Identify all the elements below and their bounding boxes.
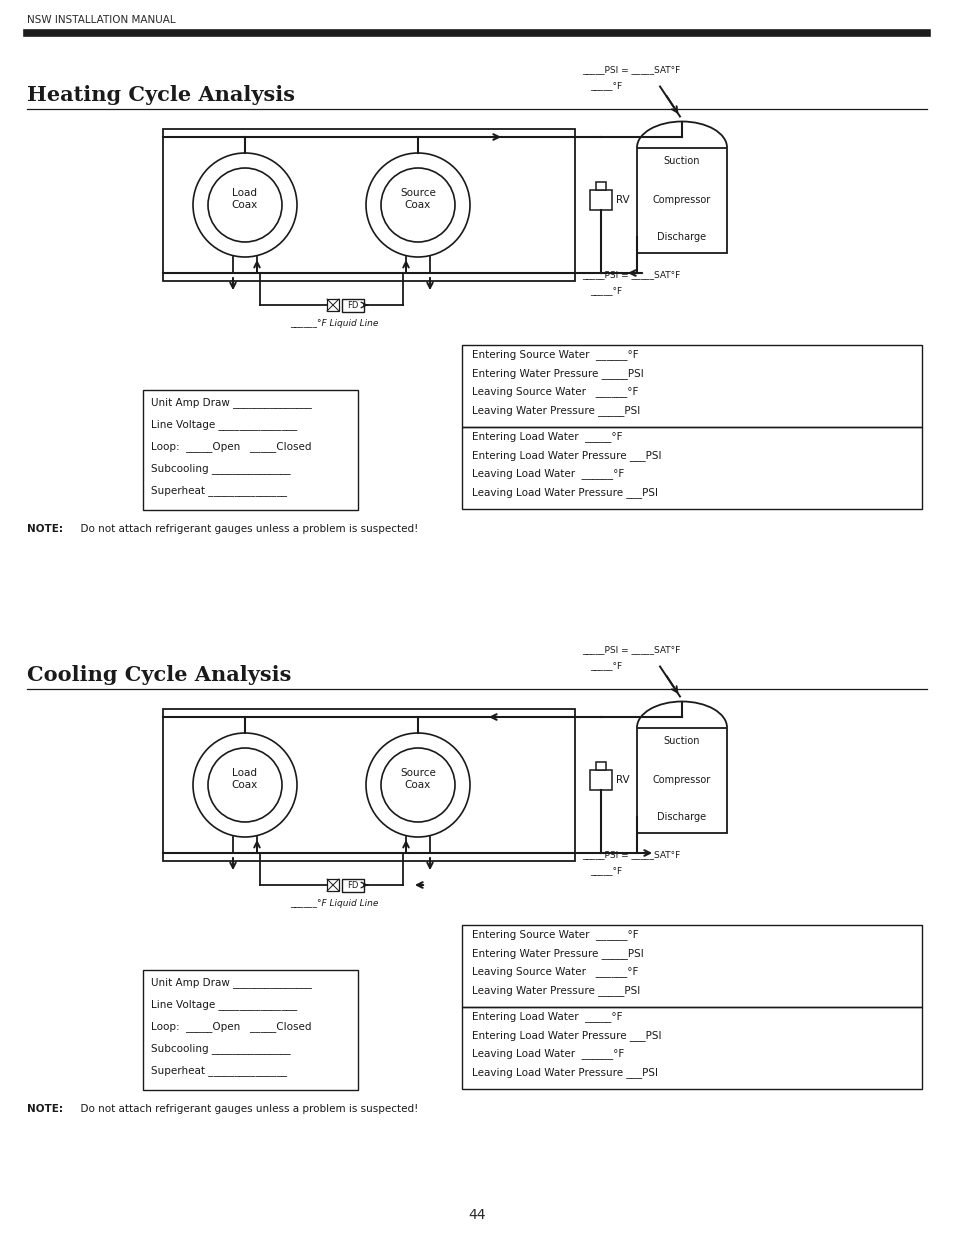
Text: Source
Coax: Source Coax bbox=[399, 188, 436, 210]
Text: Superheat _______________: Superheat _______________ bbox=[151, 1066, 287, 1077]
Bar bbox=[143, 969, 357, 1091]
Text: _____PSI = _____SAT°F: _____PSI = _____SAT°F bbox=[581, 270, 679, 279]
Text: _____°F: _____°F bbox=[589, 866, 621, 876]
Text: Loop:  _____Open   _____Closed: Loop: _____Open _____Closed bbox=[151, 1021, 312, 1032]
Bar bbox=[341, 878, 364, 892]
Bar bbox=[589, 769, 612, 790]
Text: Entering Load Water  _____°F: Entering Load Water _____°F bbox=[472, 1011, 622, 1023]
Text: 44: 44 bbox=[468, 1208, 485, 1221]
Text: Subcooling _______________: Subcooling _______________ bbox=[151, 1044, 291, 1055]
Text: Leaving Load Water  ______°F: Leaving Load Water ______°F bbox=[472, 468, 623, 479]
Text: _____°F: _____°F bbox=[589, 661, 621, 671]
Text: Superheat _______________: Superheat _______________ bbox=[151, 485, 287, 496]
Bar bbox=[327, 879, 338, 890]
Text: Leaving Water Pressure _____PSI: Leaving Water Pressure _____PSI bbox=[472, 986, 639, 995]
Text: Load
Coax: Load Coax bbox=[232, 768, 258, 790]
Text: Unit Amp Draw _______________: Unit Amp Draw _______________ bbox=[151, 398, 312, 409]
Text: Compressor: Compressor bbox=[652, 195, 710, 205]
Bar bbox=[341, 299, 364, 311]
Bar bbox=[461, 345, 921, 427]
Bar bbox=[461, 427, 921, 509]
Text: Loop:  _____Open   _____Closed: Loop: _____Open _____Closed bbox=[151, 442, 312, 452]
Text: Entering Load Water Pressure ___PSI: Entering Load Water Pressure ___PSI bbox=[472, 1030, 660, 1041]
Text: Line Voltage _______________: Line Voltage _______________ bbox=[151, 420, 297, 431]
Bar bbox=[637, 147, 726, 252]
Bar bbox=[143, 390, 357, 510]
Text: Entering Water Pressure _____PSI: Entering Water Pressure _____PSI bbox=[472, 368, 643, 379]
Text: _____PSI = _____SAT°F: _____PSI = _____SAT°F bbox=[581, 645, 679, 655]
Text: Entering Load Water  _____°F: Entering Load Water _____°F bbox=[472, 431, 622, 442]
Text: NOTE:: NOTE: bbox=[27, 1104, 63, 1114]
Text: Leaving Source Water   ______°F: Leaving Source Water ______°F bbox=[472, 967, 638, 977]
Text: Leaving Source Water   ______°F: Leaving Source Water ______°F bbox=[472, 387, 638, 398]
Text: Leaving Load Water  ______°F: Leaving Load Water ______°F bbox=[472, 1049, 623, 1060]
Text: Compressor: Compressor bbox=[652, 776, 710, 785]
Text: Load
Coax: Load Coax bbox=[232, 188, 258, 210]
Text: Entering Load Water Pressure ___PSI: Entering Load Water Pressure ___PSI bbox=[472, 450, 660, 461]
Text: Suction: Suction bbox=[663, 157, 700, 167]
Text: Do not attach refrigerant gauges unless a problem is suspected!: Do not attach refrigerant gauges unless … bbox=[74, 1104, 418, 1114]
Text: Line Voltage _______________: Line Voltage _______________ bbox=[151, 999, 297, 1010]
Text: Leaving Load Water Pressure ___PSI: Leaving Load Water Pressure ___PSI bbox=[472, 487, 658, 498]
Bar bbox=[327, 299, 338, 311]
Text: Heating Cycle Analysis: Heating Cycle Analysis bbox=[27, 85, 294, 105]
Text: Subcooling _______________: Subcooling _______________ bbox=[151, 463, 291, 474]
Text: RV: RV bbox=[616, 776, 629, 785]
Text: _____°F: _____°F bbox=[589, 287, 621, 295]
Text: FD: FD bbox=[347, 881, 358, 889]
Text: Discharge: Discharge bbox=[657, 811, 706, 821]
Text: _____PSI = _____SAT°F: _____PSI = _____SAT°F bbox=[581, 65, 679, 74]
Text: Source
Coax: Source Coax bbox=[399, 768, 436, 790]
Text: FD: FD bbox=[347, 300, 358, 310]
Text: Suction: Suction bbox=[663, 736, 700, 746]
Text: Do not attach refrigerant gauges unless a problem is suspected!: Do not attach refrigerant gauges unless … bbox=[74, 524, 418, 534]
Text: _____°F: _____°F bbox=[589, 82, 621, 90]
Text: Entering Water Pressure _____PSI: Entering Water Pressure _____PSI bbox=[472, 948, 643, 958]
Text: Cooling Cycle Analysis: Cooling Cycle Analysis bbox=[27, 664, 291, 685]
Text: Entering Source Water  ______°F: Entering Source Water ______°F bbox=[472, 350, 638, 361]
Text: ______°F Liquid Line: ______°F Liquid Line bbox=[290, 319, 378, 327]
Bar bbox=[461, 925, 921, 1007]
Text: ______°F Liquid Line: ______°F Liquid Line bbox=[290, 899, 378, 908]
Text: _____PSI = _____SAT°F: _____PSI = _____SAT°F bbox=[581, 850, 679, 860]
Text: RV: RV bbox=[616, 195, 629, 205]
Text: Entering Source Water  ______°F: Entering Source Water ______°F bbox=[472, 930, 638, 941]
Text: NOTE:: NOTE: bbox=[27, 524, 63, 534]
Bar bbox=[637, 727, 726, 832]
Text: Discharge: Discharge bbox=[657, 231, 706, 242]
Bar bbox=[163, 128, 575, 282]
Bar bbox=[589, 190, 612, 210]
Text: Leaving Load Water Pressure ___PSI: Leaving Load Water Pressure ___PSI bbox=[472, 1067, 658, 1078]
Bar bbox=[163, 709, 575, 861]
Text: Unit Amp Draw _______________: Unit Amp Draw _______________ bbox=[151, 978, 312, 988]
Bar bbox=[461, 1007, 921, 1089]
Bar bbox=[596, 762, 605, 769]
Text: Leaving Water Pressure _____PSI: Leaving Water Pressure _____PSI bbox=[472, 405, 639, 416]
Text: NSW INSTALLATION MANUAL: NSW INSTALLATION MANUAL bbox=[27, 15, 175, 25]
Bar bbox=[596, 182, 605, 190]
